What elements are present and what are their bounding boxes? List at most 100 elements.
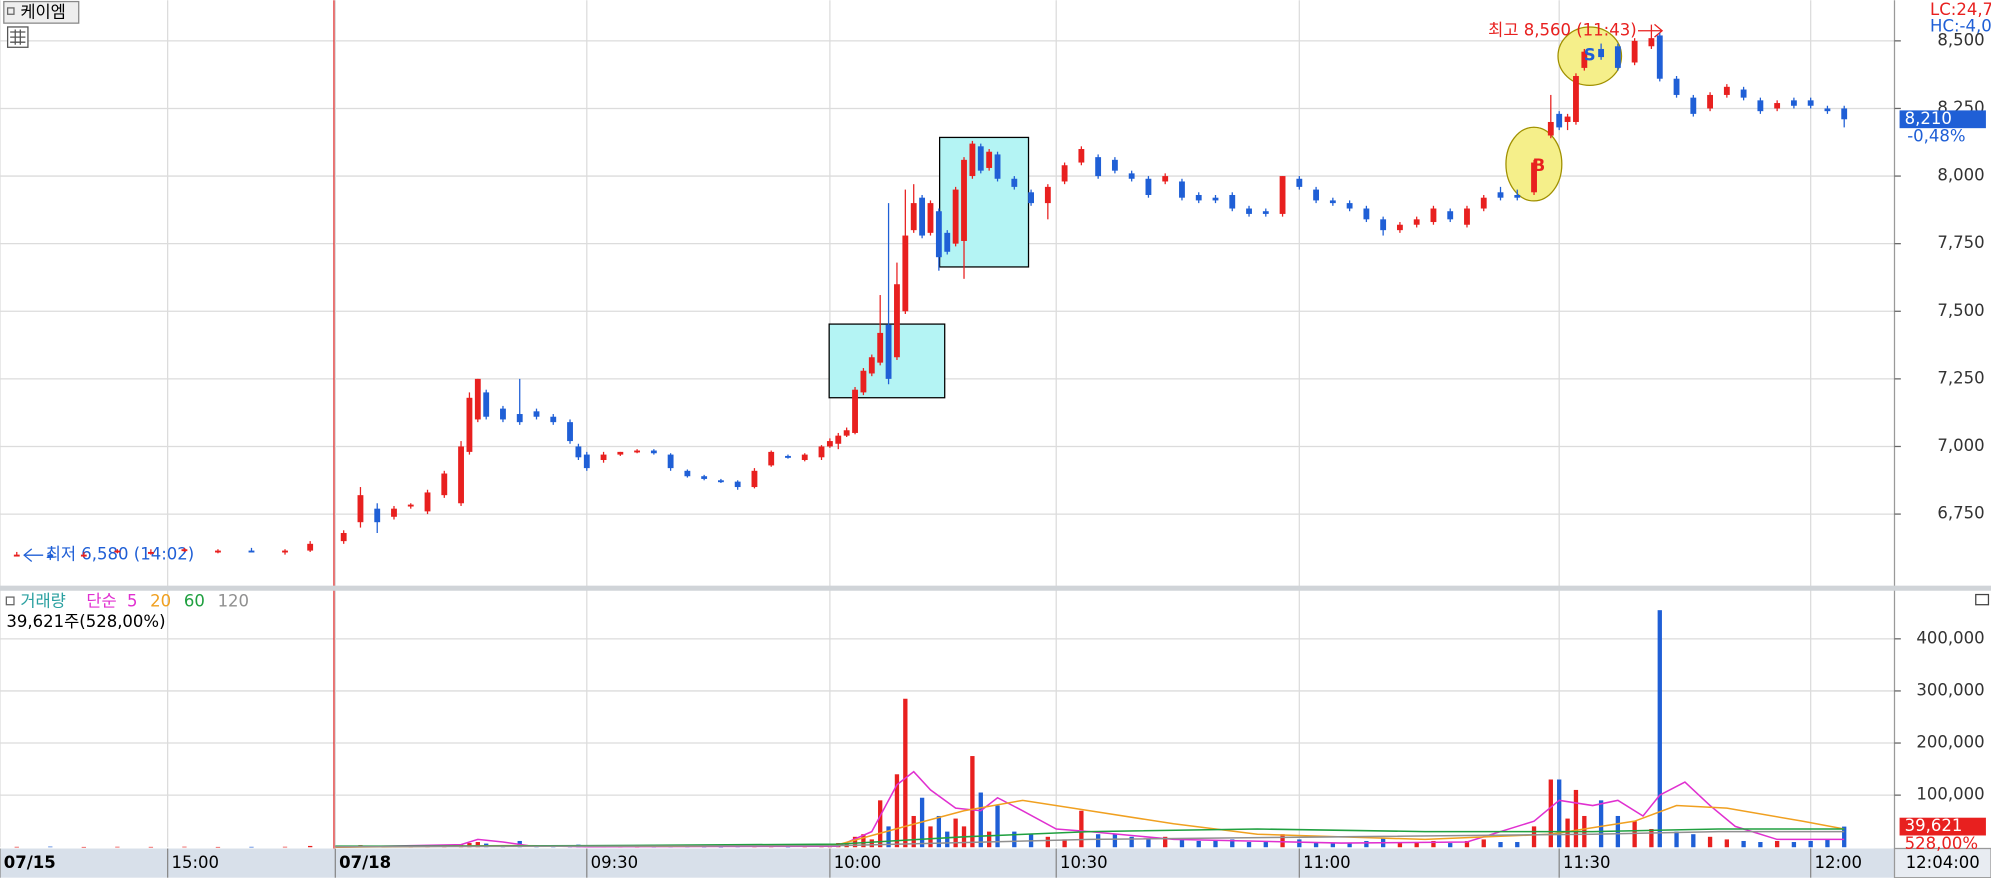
volume-bar: [1481, 839, 1486, 848]
volume-bar: [1548, 779, 1553, 848]
volume-bar: [1230, 839, 1235, 848]
volume-bar: [1565, 818, 1570, 848]
candle-body: [181, 549, 188, 552]
candle-body: [1531, 162, 1537, 193]
candle-body: [1396, 224, 1403, 231]
candle-body: [533, 411, 540, 417]
candle-body: [1095, 157, 1102, 177]
candle-body: [1044, 186, 1051, 204]
candle-body: [357, 495, 364, 523]
x-tick-label: 12:00: [1814, 853, 1862, 872]
volume-bar: [953, 818, 958, 848]
candle-body: [1824, 108, 1831, 112]
volume-bar: [1347, 843, 1352, 848]
volume-bar: [308, 845, 313, 848]
candle-body: [575, 446, 582, 458]
candle-body: [1128, 173, 1135, 179]
candle-body: [1598, 48, 1605, 58]
candle-body: [667, 454, 674, 469]
volume-bar: [861, 834, 866, 848]
candle-body: [1229, 194, 1236, 209]
candle-body: [1296, 178, 1303, 187]
candle-body: [927, 203, 934, 233]
candle-body: [466, 397, 473, 452]
volume-bar: [936, 815, 942, 848]
low-annotation: 최저 6,580 (14:02): [46, 545, 195, 564]
candle-body: [1774, 103, 1781, 109]
x-tick-label: 09:30: [591, 853, 639, 872]
volume-bar: [1163, 836, 1168, 848]
legend-ma-label: 단순: [86, 592, 116, 611]
low-arrow: [23, 548, 44, 563]
volume-bar: [987, 831, 992, 848]
candle-body: [340, 533, 347, 542]
last-volume-label: 39,621: [1905, 816, 1963, 835]
volume-bar: [1808, 840, 1813, 848]
candle-body: [1707, 94, 1713, 109]
candle-body: [1346, 203, 1353, 209]
candle-body: [986, 151, 993, 168]
high-annotation: 최고 8,560 (11:43): [1488, 20, 1637, 39]
volume-bar: [1791, 842, 1797, 848]
x-tick-label: 15:00: [171, 853, 219, 872]
volume-bar: [115, 846, 120, 848]
candle-body: [1556, 113, 1563, 128]
volume-bar: [1649, 828, 1654, 848]
candle-body: [1363, 208, 1370, 220]
volume-bar: [1330, 843, 1336, 848]
volume-bar: [1573, 789, 1579, 848]
x-tick-label: 11:30: [1563, 853, 1611, 872]
x-axis-band: [0, 848, 1991, 878]
volume-bar: [1012, 831, 1017, 848]
volume-bar: [1657, 610, 1662, 848]
volume-bar: [1515, 842, 1520, 848]
candle-body: [944, 232, 951, 252]
candle-body: [1195, 194, 1202, 201]
last-volume-box: [1899, 817, 1986, 836]
legend-entry: 5: [127, 592, 137, 611]
volume-bar: [1691, 834, 1696, 848]
volume-bar: [1179, 839, 1185, 848]
candle-body: [835, 435, 842, 444]
candle-body: [910, 203, 917, 231]
candle-body: [407, 504, 414, 507]
volume-bar: [1724, 839, 1730, 848]
candle-body: [902, 235, 909, 312]
candle-body: [1078, 149, 1085, 163]
candle-body: [458, 446, 464, 504]
panel-button[interactable]: [1975, 593, 1990, 606]
hc-label: HC:-4,09: [1930, 16, 1991, 35]
candle-body: [374, 508, 381, 523]
candle-body: [248, 550, 255, 553]
candle-body: [852, 389, 858, 433]
lc-label: LC:24,77: [1930, 0, 1991, 19]
x-tick-label: 07/18: [339, 853, 391, 872]
candle-body: [684, 470, 691, 477]
candle-body: [860, 370, 867, 393]
volume-bar: [970, 756, 975, 848]
candle-body: [1631, 40, 1638, 63]
volume-bar: [1062, 839, 1067, 848]
y-tick-label: 7,000: [1937, 436, 1984, 455]
candle-body: [1313, 189, 1320, 201]
candle-body: [1162, 176, 1169, 182]
y-tick-label: 7,750: [1937, 233, 1984, 252]
candle-body: [868, 357, 875, 374]
candle-body: [567, 422, 573, 442]
legend-entry: 20: [150, 592, 171, 611]
volume-bar: [1079, 810, 1084, 848]
candle-body: [1497, 192, 1504, 198]
volume-bar: [14, 846, 19, 848]
last-price-label: 8,210: [1905, 109, 1952, 128]
candle-body: [1656, 35, 1663, 79]
volume-info: 39,621주(528,00%): [6, 612, 165, 631]
candle-body: [952, 189, 959, 244]
volume-bar: [1045, 836, 1051, 848]
candle-body: [1807, 100, 1814, 106]
last-price-box: [1899, 110, 1986, 129]
volume-bar: [1414, 842, 1419, 848]
volume-bar: [1498, 842, 1503, 848]
sell-marker: S: [1584, 46, 1596, 65]
candle-body: [1111, 159, 1118, 171]
volume-bar: [1313, 842, 1319, 848]
